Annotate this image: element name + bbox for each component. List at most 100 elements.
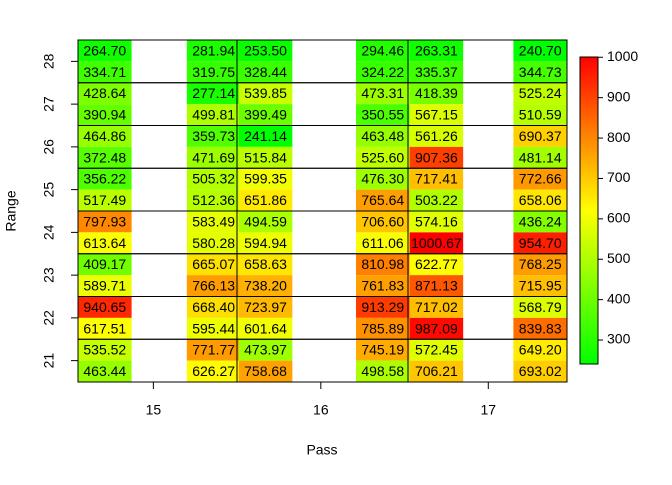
cell-label: 418.39	[415, 85, 458, 101]
heat-cell	[355, 146, 410, 169]
cell-label: 690.37	[519, 128, 562, 144]
heat-cell	[186, 317, 241, 340]
cell-label: 717.41	[415, 171, 458, 187]
heat-cell	[238, 317, 293, 340]
heat-cell	[513, 253, 567, 276]
cell-label: 494.59	[244, 213, 287, 229]
heat-cell	[238, 339, 293, 361]
heat-cell	[355, 232, 410, 254]
heat-cell	[186, 275, 241, 297]
heat-cell	[238, 232, 293, 254]
heat-cell	[238, 168, 293, 190]
cell-label: 572.45	[415, 342, 458, 358]
cell-label: 567.15	[415, 107, 458, 123]
heat-cell	[513, 360, 567, 382]
cell-label: 626.27	[192, 363, 235, 379]
heat-cell	[78, 339, 132, 361]
heat-cell	[78, 82, 132, 105]
cell-label: 761.83	[361, 278, 404, 294]
cell-label: 324.22	[361, 64, 404, 80]
heat-cell	[78, 275, 132, 297]
heat-cell	[186, 360, 241, 382]
cell-label: 693.02	[519, 363, 562, 379]
cell-label: 839.83	[519, 320, 562, 336]
cell-label: 505.32	[192, 171, 235, 187]
heat-cell	[238, 275, 293, 297]
cell-label: 717.02	[415, 299, 458, 315]
heat-cell	[78, 146, 132, 169]
heat-cell	[186, 125, 241, 147]
heat-cell	[513, 189, 567, 211]
cell-label: 499.81	[192, 107, 235, 123]
heat-cell	[513, 168, 567, 190]
cell-label: 954.70	[519, 235, 562, 251]
heat-cell	[513, 146, 567, 169]
heat-cell	[409, 275, 464, 297]
heat-cell	[186, 253, 241, 276]
color-bar	[579, 56, 599, 365]
heat-cell	[409, 211, 464, 233]
heat-cell	[355, 125, 410, 147]
cell-label: 907.36	[415, 149, 458, 165]
cell-label: 281.94	[192, 42, 235, 58]
cell-label: 810.98	[361, 256, 404, 272]
x-tick-label: 16	[313, 402, 329, 418]
heat-cell	[409, 189, 464, 211]
color-tick-label: 400	[607, 290, 631, 306]
x-axis-label: Pass	[306, 442, 337, 458]
cell-label: 399.49	[244, 107, 287, 123]
heat-cell	[238, 104, 293, 126]
heat-cell	[78, 211, 132, 233]
heat-cell	[513, 61, 567, 83]
cell-label: 706.60	[361, 213, 404, 229]
color-tick-label: 700	[607, 169, 631, 185]
cell-label: 589.71	[83, 278, 126, 294]
heat-cell	[238, 253, 293, 276]
cell-label: 515.84	[244, 149, 287, 165]
cell-label: 940.65	[83, 299, 126, 315]
heat-cell	[409, 61, 464, 83]
cell-label: 595.44	[192, 320, 235, 336]
cell-label: 409.17	[83, 256, 126, 272]
heat-cell	[409, 40, 464, 62]
cell-label: 622.77	[415, 256, 458, 272]
cell-label: 1000.67	[411, 235, 462, 251]
y-tick-label: 27	[41, 96, 57, 112]
cell-label: 503.22	[415, 192, 458, 208]
heat-cell	[513, 125, 567, 147]
heat-cell	[186, 146, 241, 169]
heat-cell	[409, 296, 464, 318]
heat-cell	[78, 189, 132, 211]
heat-cell	[513, 82, 567, 105]
cell-label: 525.24	[519, 85, 562, 101]
heat-cell	[513, 296, 567, 318]
heat-cell	[238, 360, 293, 382]
heat-cell	[355, 339, 410, 361]
y-tick-label: 28	[41, 53, 57, 69]
cell-label: 987.09	[415, 320, 458, 336]
heat-cell	[355, 211, 410, 233]
cell-label: 428.64	[83, 85, 126, 101]
cell-label: 765.64	[361, 192, 404, 208]
cell-label: 535.52	[83, 342, 126, 358]
heat-cell	[409, 317, 464, 340]
heat-cell	[238, 61, 293, 83]
cell-label: 463.44	[83, 363, 126, 379]
cell-label: 601.64	[244, 320, 287, 336]
heat-cell	[409, 146, 464, 169]
heat-cell	[355, 104, 410, 126]
cell-label: 390.94	[83, 107, 126, 123]
y-tick-label: 26	[41, 139, 57, 155]
cell-label: 599.35	[244, 171, 287, 187]
cell-label: 481.14	[519, 149, 562, 165]
heat-cell	[409, 104, 464, 126]
heat-cell	[513, 211, 567, 233]
cell-label: 512.36	[192, 192, 235, 208]
heat-cell	[355, 61, 410, 83]
cell-label: 253.50	[244, 42, 287, 58]
cell-label: 344.73	[519, 64, 562, 80]
heat-cell	[238, 211, 293, 233]
cell-label: 568.79	[519, 299, 562, 315]
heat-cell	[238, 40, 293, 62]
cell-label: 658.06	[519, 192, 562, 208]
